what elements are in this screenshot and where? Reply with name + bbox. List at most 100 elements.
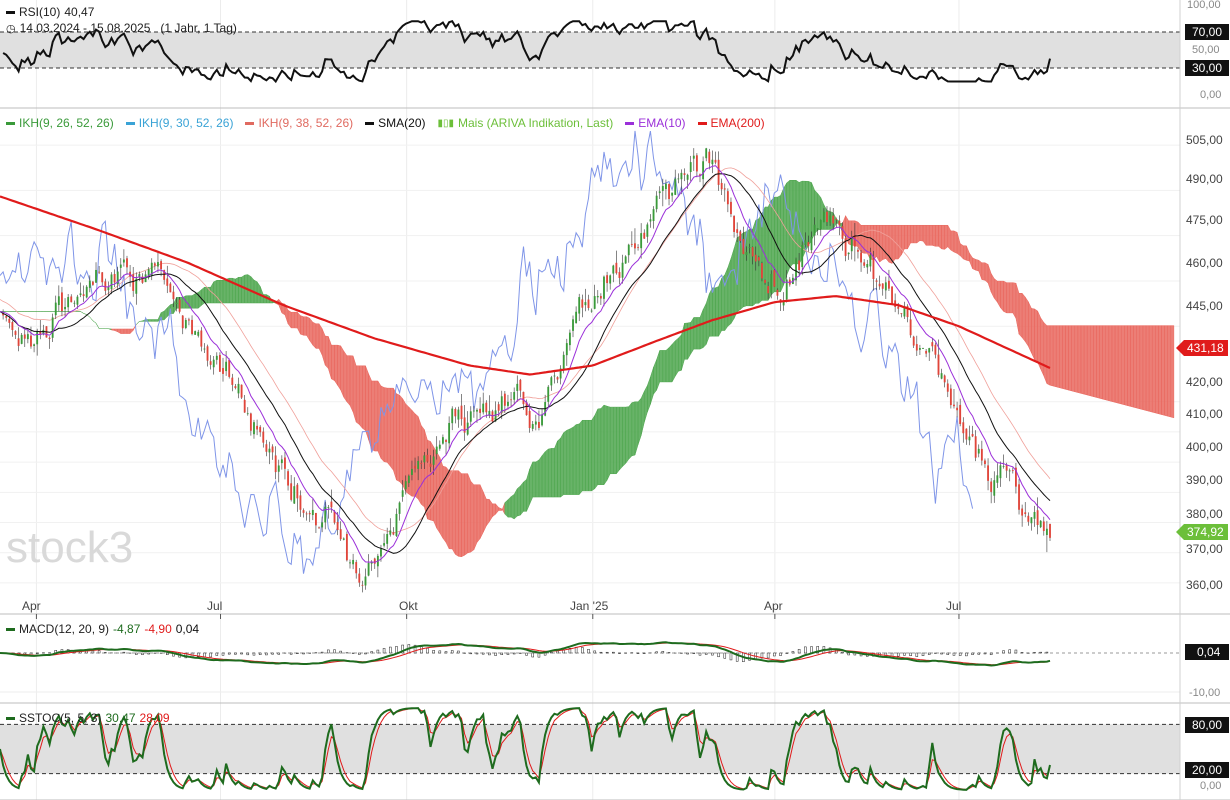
candle-body [980, 448, 983, 461]
candle-body [54, 302, 57, 316]
sstoc-panel[interactable] [0, 707, 1180, 791]
ichimoku-cloud-segment [136, 321, 140, 325]
candle-body [345, 533, 348, 561]
candle-body [150, 262, 153, 276]
tick-label: 100,00 [1187, 0, 1221, 11]
sstoc-d-line [0, 707, 1051, 791]
legend-item-ikh-3[interactable]: IKH(9, 38, 52, 26) [245, 116, 353, 130]
ichimoku-cloud-segment [650, 367, 654, 405]
legend-item-ema10[interactable]: EMA(10) [625, 116, 686, 130]
candle-body [742, 238, 745, 255]
macd-panel[interactable] [0, 641, 1180, 667]
candle-body [1018, 484, 1020, 510]
macd-histogram-bar [599, 651, 603, 654]
ichimoku-cloud-segment [959, 243, 964, 260]
ichimoku-cloud-segment [925, 224, 930, 246]
macd-histogram-bar [221, 652, 225, 656]
tick-label: 445,00 [1186, 299, 1223, 313]
ichimoku-cloud-segment [532, 461, 537, 498]
sstoc-badge-lower: 20,00 [1185, 762, 1229, 778]
macd-histogram-bar [122, 651, 126, 654]
ichimoku-cloud-segment [1043, 321, 1048, 384]
candle-body [751, 247, 754, 257]
macd-histogram-bar [686, 652, 689, 655]
candle-body [922, 348, 924, 349]
ichimoku-cloud-segment [1090, 325, 1094, 397]
candle-body [912, 336, 915, 346]
macd-legend: MACD(12, 20, 9) -4,87 -4,90 0,04 [6, 622, 199, 636]
macd-histogram-bar [506, 652, 510, 655]
ichimoku-cloud-segment [222, 278, 227, 304]
x-tick-label: Jul [207, 599, 222, 613]
ichimoku-cloud-segment [89, 316, 94, 321]
macd-histogram-bar [748, 652, 751, 661]
legend-label: IKH(9, 38, 52, 26) [258, 116, 354, 130]
ichimoku-cloud-segment [451, 470, 456, 556]
candle-body [547, 386, 550, 402]
ichimoku-cloud-segment [1040, 317, 1045, 376]
macd-histogram-bar [587, 649, 590, 654]
candle-body [900, 313, 903, 315]
candle-body [946, 383, 949, 392]
legend-item-ikh-1[interactable]: IKH(9, 26, 52, 26) [6, 116, 114, 130]
macd-histogram-bar [525, 652, 528, 656]
candle-body [949, 388, 952, 406]
legend-item-ikh-2[interactable]: IKH(9, 30, 52, 26) [125, 116, 233, 130]
candle-body [618, 272, 621, 278]
candle-body [658, 191, 661, 194]
ichimoku-cloud-segment [730, 248, 735, 325]
candle-body [503, 393, 506, 406]
macd-histogram-bar [655, 651, 658, 654]
macd-histogram-bar [618, 652, 621, 654]
badge-label: 431,18 [1187, 341, 1224, 355]
legend-swatch [6, 121, 15, 125]
legend-item-ema200[interactable]: EMA(200) [697, 116, 765, 130]
date-range-row[interactable]: ◷ 14.03.2024 - 15.08.2025 (1 Jahr, 1 Tag… [6, 21, 237, 35]
clock-icon: ◷ [6, 22, 16, 35]
candle-body [280, 459, 283, 464]
ichimoku-cloud-segment [365, 365, 369, 440]
ichimoku-cloud-segment [572, 424, 577, 495]
legend-item-sma[interactable]: SMA(20) [365, 116, 426, 130]
candle-body [906, 306, 909, 318]
x-tick-label: Apr [764, 599, 783, 613]
ichimoku-cloud-segment [197, 289, 202, 309]
ichimoku-cloud-segment [1062, 325, 1066, 390]
ichimoku-cloud-segment [455, 470, 459, 557]
candle-body [333, 511, 336, 523]
candle-body [875, 280, 878, 282]
candle-body [888, 280, 890, 289]
macd-histogram-bar [927, 652, 931, 655]
ichimoku-cloud-segment [953, 230, 958, 254]
candle-body [243, 399, 246, 413]
candle-body [1008, 470, 1011, 472]
macd-histogram-bar [488, 652, 491, 656]
legend-swatch [365, 121, 375, 125]
ichimoku-cloud-segment [566, 428, 571, 495]
ichimoku-cloud-segment [529, 461, 533, 505]
rsi-value: 40,47 [64, 5, 95, 19]
ikh-kijun-line [0, 167, 1051, 534]
ichimoku-cloud-segment [653, 359, 657, 395]
macd-label: MACD(12, 20, 9) [19, 622, 110, 636]
candle-body [299, 495, 302, 510]
candle-body [931, 342, 934, 347]
rsi-panel[interactable] [0, 19, 1180, 84]
macd-histogram-bar [847, 652, 850, 656]
ichimoku-cloud-segment [340, 344, 345, 398]
candle-body [928, 348, 931, 353]
macd-histogram-bar [104, 652, 107, 654]
ichimoku-cloud-segment [950, 230, 955, 253]
macd-histogram-bar [457, 650, 460, 654]
ichimoku-cloud-segment [362, 365, 366, 432]
candle-body [513, 392, 516, 400]
candle-body [959, 404, 962, 424]
main-price-panel[interactable] [0, 130, 1175, 593]
ichimoku-cloud-segment [594, 408, 599, 490]
candle-body [665, 183, 667, 190]
ichimoku-cloud-segment [163, 307, 168, 321]
ichimoku-cloud-segment [588, 419, 592, 492]
legend-item-mais[interactable]: ▮▯▮ Mais (ARIVA Indikation, Last) [438, 116, 614, 130]
macd-histogram-bar [339, 650, 342, 654]
candle-body [974, 436, 977, 458]
